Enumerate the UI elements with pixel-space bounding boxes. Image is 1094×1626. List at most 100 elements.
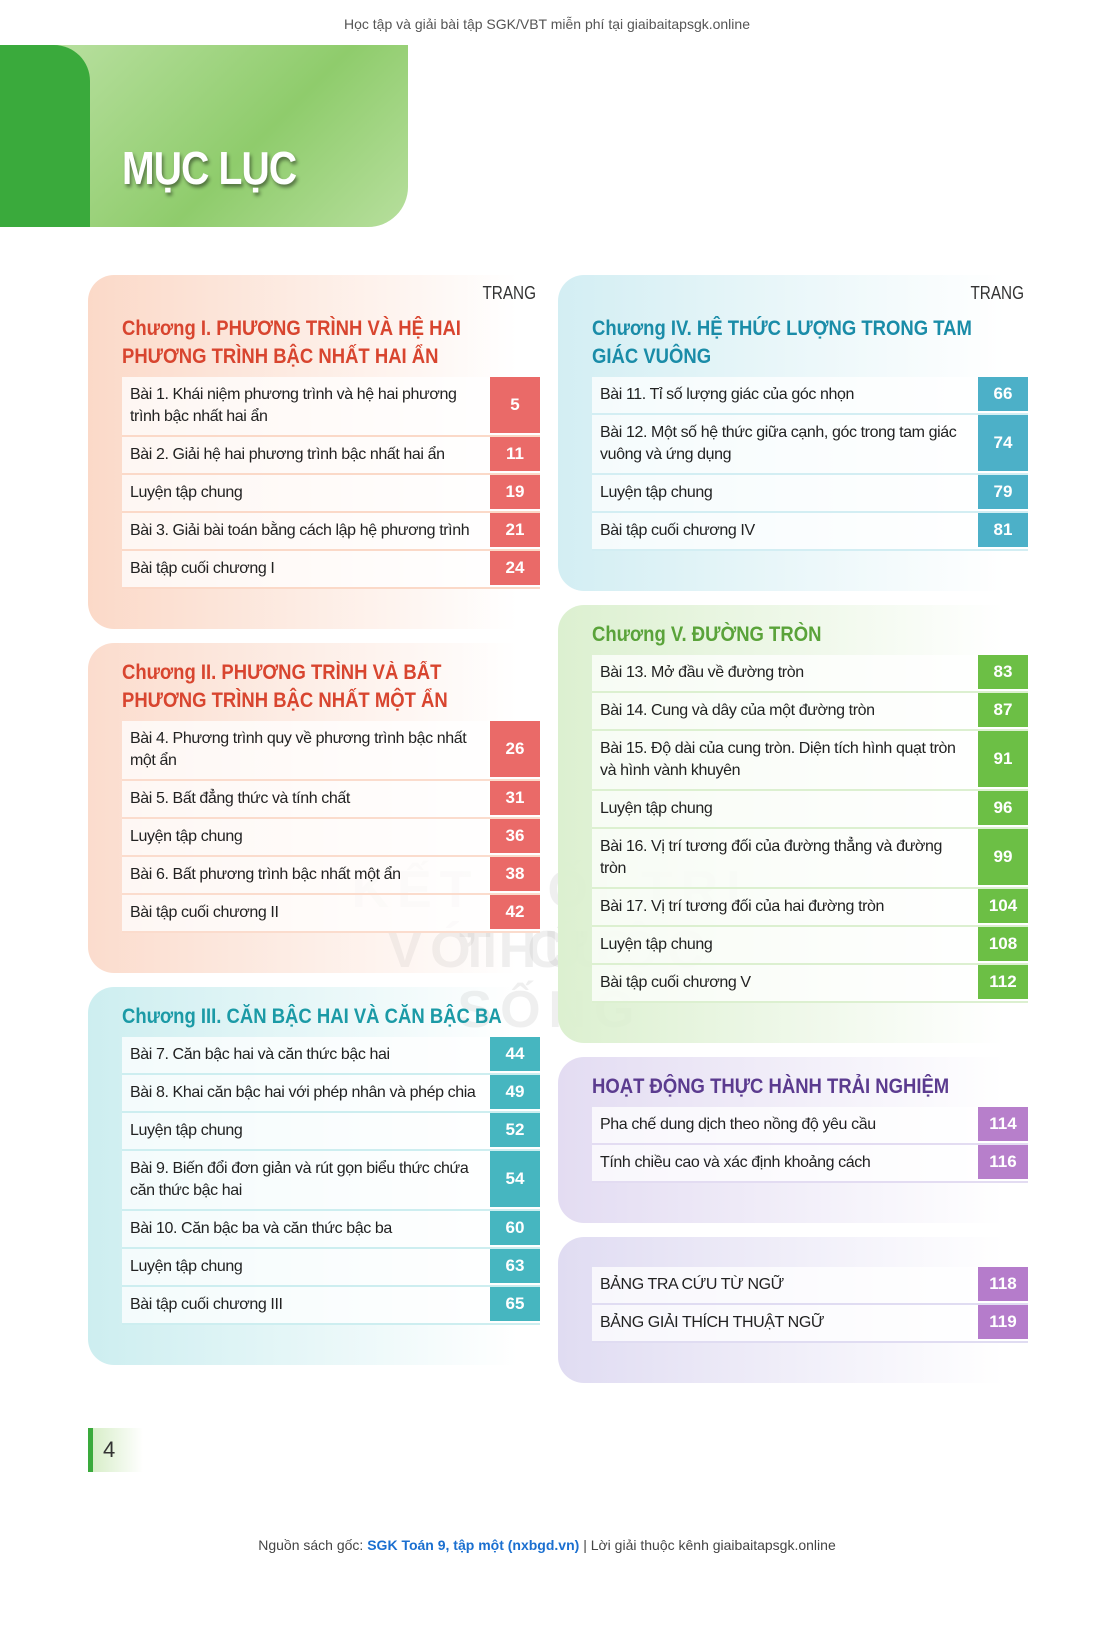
toc-label: Bài tập cuối chương IV [600,522,755,539]
toc-row: Bài 2. Giải hệ hai phương trình bậc nhất… [122,437,540,475]
section: Chương II. PHƯƠNG TRÌNH VÀ BẤT PHƯƠNG TR… [88,643,540,973]
toc-row: Bài 10. Căn bậc ba và căn thức bậc ba 60 [122,1211,540,1249]
toc-page: 74 [978,415,1028,473]
banner-strip [0,45,90,227]
toc-row: Bài 8. Khai căn bậc hai với phép nhân và… [122,1075,540,1113]
toc-page: 49 [490,1075,540,1111]
footer-suffix: | Lời giải thuộc kênh giaibaitapsgk.onli… [583,1537,836,1553]
toc-label: Bài 2. Giải hệ hai phương trình bậc nhất… [130,446,445,463]
toc-row: Bài 1. Khái niệm phương trình và hệ hai … [122,377,540,437]
toc-row: Bài 5. Bất đẳng thức và tính chất 31 [122,781,540,819]
toc-row: Pha chế dung dịch theo nồng độ yêu cầu 11… [592,1107,1028,1145]
page-label: TRANG [970,283,1024,303]
toc-row: BẢNG TRA CỨU TỪ NGỮ 118 [592,1267,1028,1305]
toc-page: 96 [978,791,1028,827]
toc-row: Luyện tập chung 79 [592,475,1028,513]
toc-page: 91 [978,731,1028,789]
toc-row: Bài 11. Tỉ số lượng giác của góc nhọn 66 [592,377,1028,415]
toc-page: 42 [490,895,540,931]
toc-page: 108 [978,927,1028,963]
toc-label: Bài 15. Độ dài của cung tròn. Diện tích … [600,740,956,779]
toc-label: Bài tập cuối chương III [130,1296,283,1313]
toc-page: 52 [490,1113,540,1149]
toc-page: 24 [490,551,540,587]
toc-page: 19 [490,475,540,511]
toc-row: Bài 3. Giải bài toán bằng cách lập hệ ph… [122,513,540,551]
toc-page: 83 [978,655,1028,691]
toc-page: 118 [978,1267,1028,1303]
toc-page: 36 [490,819,540,855]
toc-row: Luyện tập chung 52 [122,1113,540,1151]
toc-page: 65 [490,1287,540,1323]
section-title: HOẠT ĐỘNG THỰC HÀNH TRẢI NGHIỆM [592,1075,950,1098]
section-title: Chương II. PHƯƠNG TRÌNH VÀ BẤT PHƯƠNG TR… [122,661,448,712]
section-title: Chương III. CĂN BẬC HAI VÀ CĂN BẬC BA [122,1005,502,1028]
toc-label: Tính chiều cao và xác định khoảng cách [600,1154,871,1171]
toc-page: 99 [978,829,1028,887]
toc-label: Bài 1. Khái niệm phương trình và hệ hai … [130,386,457,425]
toc-page: 38 [490,857,540,893]
toc-label: Bài tập cuối chương II [130,904,279,921]
column: TRANG Chương I. PHƯƠNG TRÌNH VÀ HỆ HAI PH… [88,275,540,1379]
toc-label: BẢNG TRA CỨU TỪ NGỮ [600,1276,784,1293]
toc-row: Bài tập cuối chương IV 81 [592,513,1028,551]
toc-label: Bài 13. Mở đầu về đường tròn [600,664,804,681]
toc-page: 81 [978,513,1028,549]
section-title: Chương V. ĐƯỜNG TRÒN [592,623,822,646]
toc-page: 5 [490,377,540,435]
toc-row: Bài 6. Bất phương trình bậc nhất một ẩn 3… [122,857,540,895]
toc-page: 31 [490,781,540,817]
toc-page: 116 [978,1145,1028,1181]
toc-label: Luyện tập chung [130,828,243,845]
section: BẢNG TRA CỨU TỪ NGỮ 118 BẢNG GIẢI THÍCH TH… [558,1237,1028,1383]
toc-label: Bài 3. Giải bài toán bằng cách lập hệ ph… [130,522,470,539]
section: HOẠT ĐỘNG THỰC HÀNH TRẢI NGHIỆM Pha chế d… [558,1057,1028,1223]
page-label: TRANG [482,283,536,303]
toc-label: Bài 10. Căn bậc ba và căn thức bậc ba [130,1220,392,1237]
toc-page: 26 [490,721,540,779]
toc-page: 112 [978,965,1028,1001]
toc-row: Bài 17. Vị trí tương đối của hai đường t… [592,889,1028,927]
toc-row: Luyện tập chung 36 [122,819,540,857]
toc-label: Bài 11. Tỉ số lượng giác của góc nhọn [600,386,854,403]
toc-label: Luyện tập chung [600,484,713,501]
toc-row: Bài tập cuối chương I 24 [122,551,540,589]
toc-row: Bài tập cuối chương V 112 [592,965,1028,1003]
toc-label: Bài 7. Căn bậc hai và căn thức bậc hai [130,1046,390,1063]
footer: Nguồn sách gốc: SGK Toán 9, tập một (nxb… [0,1537,1094,1553]
toc-row: Bài 4. Phương trình quy về phương trình … [122,721,540,781]
toc-row: BẢNG GIẢI THÍCH THUẬT NGỮ 119 [592,1305,1028,1343]
toc-page: 87 [978,693,1028,729]
toc-row: Bài tập cuối chương II 42 [122,895,540,933]
toc-label: Bài tập cuối chương I [130,560,275,577]
toc-page: 60 [490,1211,540,1247]
toc-row: Bài 16. Vị trí tương đối của đường thẳng… [592,829,1028,889]
toc-label: Luyện tập chung [130,1258,243,1275]
section: Chương IV. HỆ THỨC LƯỢNG TRONG TAM GIÁC … [558,275,1028,591]
toc-label: Bài tập cuối chương V [600,974,751,991]
toc-label: Bài 16. Vị trí tương đối của đường thẳng… [600,838,942,877]
toc-page: 114 [978,1107,1028,1143]
toc-label: Luyện tập chung [600,800,713,817]
toc-page: 66 [978,377,1028,413]
toc-page: 21 [490,513,540,549]
toc-label: Bài 6. Bất phương trình bậc nhất một ẩn [130,866,401,883]
toc-row: Tính chiều cao và xác định khoảng cách 11… [592,1145,1028,1183]
banner: MỤC LỤC [0,45,408,227]
toc-row: Bài 14. Cung và dây của một đường tròn 87 [592,693,1028,731]
section-title: Chương I. PHƯƠNG TRÌNH VÀ HỆ HAI PHƯƠNG … [122,317,461,368]
toc-label: Bài 12. Một số hệ thức giữa cạnh, góc tr… [600,424,957,463]
toc-page: 79 [978,475,1028,511]
section: Chương I. PHƯƠNG TRÌNH VÀ HỆ HAI PHƯƠNG … [88,275,540,629]
toc-page: 11 [490,437,540,473]
toc-label: Luyện tập chung [130,484,243,501]
toc-row: Bài 12. Một số hệ thức giữa cạnh, góc tr… [592,415,1028,475]
toc-row: Luyện tập chung 108 [592,927,1028,965]
column: TRANG Chương IV. HỆ THỨC LƯỢNG TRONG TAM … [558,275,1028,1397]
toc-page: 119 [978,1305,1028,1341]
toc-label: Bài 14. Cung và dây của một đường tròn [600,702,875,719]
title: MỤC LỤC [122,142,297,194]
footer-link[interactable]: SGK Toán 9, tập một (nxbgd.vn) [367,1537,580,1553]
section: Chương III. CĂN BẬC HAI VÀ CĂN BẬC BA Bài… [88,987,540,1365]
